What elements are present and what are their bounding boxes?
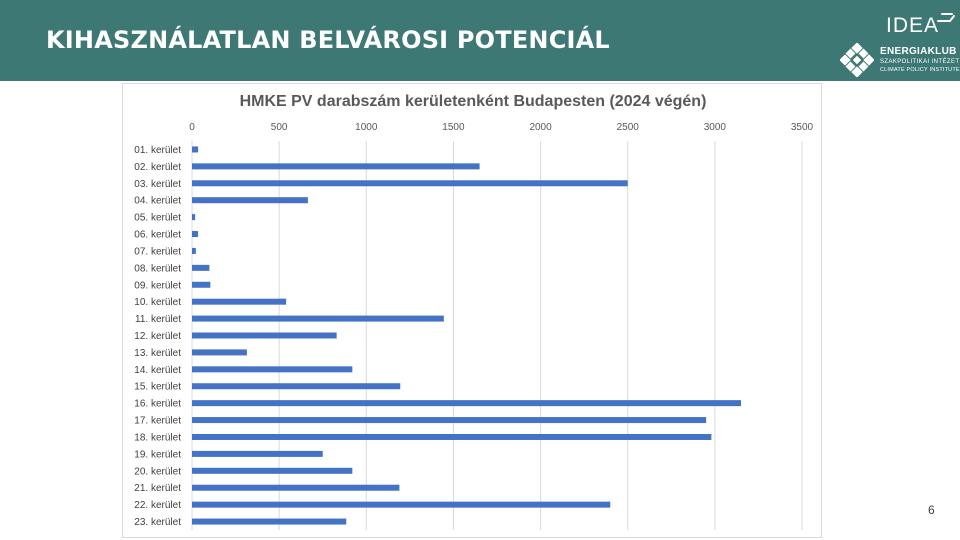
x-tick-label: 500: [271, 122, 288, 133]
chart-title: HMKE PV darabszám kerületenként Budapest…: [239, 93, 707, 110]
y-tick-label: 08. kerület: [134, 263, 181, 274]
bar: [192, 433, 712, 440]
page-number: 6: [928, 503, 935, 517]
x-tick-label: 2000: [529, 122, 552, 133]
y-tick-label: 19. kerület: [134, 449, 181, 460]
y-tick-label: 03. kerület: [134, 179, 181, 190]
chart-container: HMKE PV darabszám kerületenként Budapest…: [122, 83, 822, 538]
y-tick-label: 23. kerület: [134, 517, 181, 528]
bar: [192, 298, 287, 305]
bar: [192, 281, 211, 288]
y-tick-label: 11. kerület: [135, 314, 181, 325]
bar: [192, 214, 196, 221]
x-tick-label: 3500: [791, 122, 814, 133]
y-tick-label: 01. kerület: [134, 145, 181, 156]
energiaklub-subtitle: SZAKPOLITIKAI INTÉZET: [880, 59, 960, 65]
bar: [192, 231, 199, 238]
bar: [192, 484, 400, 491]
page-title: KIHASZNÁLATLAN BELVÁROSI POTENCIÁL: [46, 26, 610, 54]
bar: [192, 450, 323, 457]
bar: [192, 146, 199, 153]
x-tick-label: 1500: [442, 122, 465, 133]
bar: [192, 417, 707, 424]
bar: [192, 180, 628, 187]
idea-logo: IDEA: [886, 14, 940, 37]
y-tick-label: 09. kerület: [134, 280, 181, 291]
y-tick-label: 15. kerület: [134, 382, 181, 393]
bar: [192, 467, 353, 474]
energiaklub-logo-icon: [840, 43, 874, 77]
y-tick-label: 10. kerület: [134, 297, 181, 308]
y-tick-label: 04. kerület: [134, 196, 181, 207]
energiaklub-subtitle-en: CLIMATE POLICY INSTITUTE: [880, 67, 960, 73]
x-tick-label: 2500: [617, 122, 640, 133]
bar: [192, 163, 480, 170]
y-tick-label: 14. kerület: [134, 365, 181, 376]
y-tick-label: 06. kerület: [134, 230, 181, 241]
bar: [192, 518, 347, 525]
x-tick-label: 3000: [704, 122, 727, 133]
y-tick-label: 16. kerület: [134, 399, 181, 410]
energiaklub-name: ENERGIAKLUB: [880, 46, 957, 57]
bar: [192, 400, 741, 407]
y-tick-label: 07. kerület: [134, 246, 181, 257]
y-tick-label: 13. kerület: [134, 348, 181, 359]
bar: [192, 197, 308, 204]
title-bar: KIHASZNÁLATLAN BELVÁROSI POTENCIÁL IDEA …: [0, 0, 960, 81]
x-tick-label: 1000: [355, 122, 378, 133]
y-tick-label: 21. kerület: [134, 483, 181, 494]
bar: [192, 264, 210, 271]
idea-logo-swoosh-icon: [937, 13, 955, 22]
bar: [192, 383, 401, 390]
y-tick-label: 17. kerület: [134, 416, 181, 427]
y-tick-label: 05. kerület: [134, 213, 181, 224]
y-tick-label: 02. kerület: [134, 162, 181, 173]
bar: [192, 247, 196, 254]
bar: [192, 332, 337, 339]
y-tick-label: 20. kerület: [134, 466, 181, 477]
x-tick-label: 0: [189, 122, 195, 133]
bar: [192, 315, 444, 322]
bar: [192, 349, 247, 356]
y-tick-label: 18. kerület: [134, 432, 181, 443]
bar-chart: 0 500 1000 1500 2000 2500 3000 3500 01. kerület 0…: [134, 122, 814, 530]
bar: [192, 366, 353, 373]
y-tick-label: 22. kerület: [134, 500, 181, 511]
y-tick-label: 12. kerület: [134, 331, 181, 342]
bar: [192, 501, 611, 508]
